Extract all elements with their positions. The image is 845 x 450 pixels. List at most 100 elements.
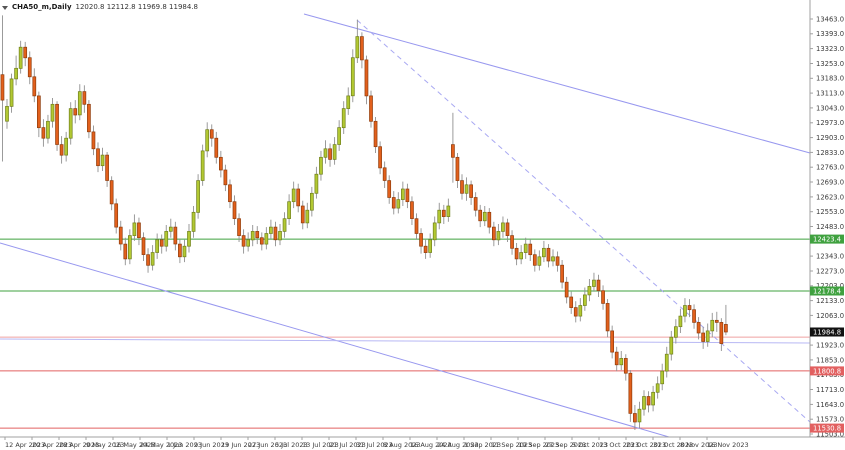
level-price-tag: 12423.4 xyxy=(810,234,844,244)
candle xyxy=(705,323,710,347)
price-axis-label: 13323.0 xyxy=(816,45,844,53)
price-axis-label: 13043.0 xyxy=(816,104,844,112)
candle xyxy=(642,390,646,416)
candle xyxy=(182,239,187,263)
candle xyxy=(241,229,246,254)
candle xyxy=(350,49,355,103)
date-axis-label: 20 Apr 2023 xyxy=(32,441,72,449)
candle xyxy=(387,175,392,204)
candle xyxy=(710,312,715,338)
price-axis-label: 12833.0 xyxy=(816,149,844,157)
candle xyxy=(36,91,41,138)
candle xyxy=(228,179,232,209)
candle xyxy=(250,225,255,247)
candle xyxy=(123,237,128,266)
date-axis-label: 5 Jul 2023 xyxy=(275,441,308,449)
candle xyxy=(573,301,578,323)
candle xyxy=(259,232,264,251)
date-axis-label: 27 Sep 2023 xyxy=(545,441,586,449)
candle xyxy=(150,245,155,271)
candle xyxy=(519,245,524,265)
price-axis-label: 11853.0 xyxy=(816,356,844,364)
candle xyxy=(646,391,651,413)
candle xyxy=(310,186,314,217)
candle xyxy=(719,318,724,351)
candle xyxy=(619,351,624,371)
date-axis-label: 21 Jul 2023 xyxy=(329,441,366,449)
candle xyxy=(523,237,528,259)
date-axis-label: 8 Nov 2023 xyxy=(680,441,718,449)
date-axis-label: 16 Nov 2023 xyxy=(707,441,749,449)
candle xyxy=(532,249,537,272)
candle xyxy=(23,41,28,67)
candle xyxy=(346,87,351,115)
date-axis-label: 13 Oct 2023 xyxy=(599,441,639,449)
candle xyxy=(164,225,169,252)
candle xyxy=(341,101,346,134)
candle xyxy=(77,84,82,121)
level-price-tag: 11800.8 xyxy=(810,366,844,376)
date-axis-label: 13 Jul 2023 xyxy=(302,441,339,449)
price-axis-label: 13183.0 xyxy=(816,75,844,83)
one-click-trading-toggle-icon[interactable] xyxy=(2,5,8,10)
trendline-steep-descending-dashed[interactable] xyxy=(356,19,811,423)
candle xyxy=(464,177,469,201)
price-axis-label: 11923.0 xyxy=(816,342,844,350)
date-axis-label: 11 Sep 2023 xyxy=(491,441,532,449)
trendline-near-flat-support[interactable] xyxy=(0,338,811,344)
candle xyxy=(323,140,328,164)
candle xyxy=(214,131,219,164)
candle xyxy=(382,161,387,188)
candle xyxy=(314,166,319,199)
date-axis-label: 23 Oct 2023 xyxy=(626,441,666,449)
candle xyxy=(109,176,114,211)
price-axis-label: 11713.0 xyxy=(816,386,844,394)
candle xyxy=(305,202,310,229)
candle xyxy=(446,198,451,222)
candle xyxy=(196,174,200,219)
candle xyxy=(592,272,596,292)
candle xyxy=(205,122,210,158)
candle xyxy=(273,221,278,247)
candle xyxy=(724,304,728,336)
candle xyxy=(278,224,282,246)
candle xyxy=(623,354,628,381)
candle xyxy=(601,285,605,310)
candle xyxy=(264,227,269,250)
candle xyxy=(473,192,478,217)
date-axis-label: 5 Oct 2023 xyxy=(572,441,608,449)
candle xyxy=(68,102,73,145)
current-price-tag: 11984.8 xyxy=(810,327,844,337)
candle xyxy=(73,100,78,124)
level-price-tag: 11530.8 xyxy=(810,423,844,433)
candle xyxy=(714,311,719,332)
date-axis-label: 19 Sep 2023 xyxy=(518,441,559,449)
candle xyxy=(405,183,410,209)
candle xyxy=(637,401,642,429)
candle xyxy=(614,346,619,372)
candle xyxy=(223,164,228,192)
date-axis-label: 31 Oct 2023 xyxy=(653,441,693,449)
candle xyxy=(128,229,132,265)
candle xyxy=(537,250,542,271)
trendline-descending-resistance[interactable] xyxy=(303,13,811,154)
candle xyxy=(542,240,546,263)
svg-text:12423.4: 12423.4 xyxy=(813,236,841,244)
candle xyxy=(441,204,446,224)
trendline-descending-channel-lower[interactable] xyxy=(0,242,670,438)
date-axis-label: 1 Sep 2023 xyxy=(464,441,501,449)
candle xyxy=(269,219,273,239)
price-axis-label: 11643.0 xyxy=(816,401,844,409)
candle xyxy=(391,191,396,215)
candle xyxy=(18,40,23,74)
price-axis-label: 12343.0 xyxy=(816,253,844,261)
date-axis-label: 28 Apr 2023 xyxy=(59,441,99,449)
candle xyxy=(137,217,141,246)
candle xyxy=(683,298,687,323)
candle xyxy=(692,304,696,329)
date-axis-label: 24 May 2023 xyxy=(140,441,182,449)
candle xyxy=(478,204,483,228)
date-axis-label: 19 Jun 2023 xyxy=(221,441,260,449)
price-axis-label: 13393.0 xyxy=(816,30,844,38)
